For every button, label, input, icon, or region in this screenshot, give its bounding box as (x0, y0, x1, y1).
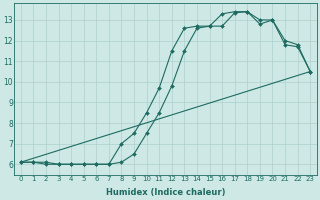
X-axis label: Humidex (Indice chaleur): Humidex (Indice chaleur) (106, 188, 225, 197)
